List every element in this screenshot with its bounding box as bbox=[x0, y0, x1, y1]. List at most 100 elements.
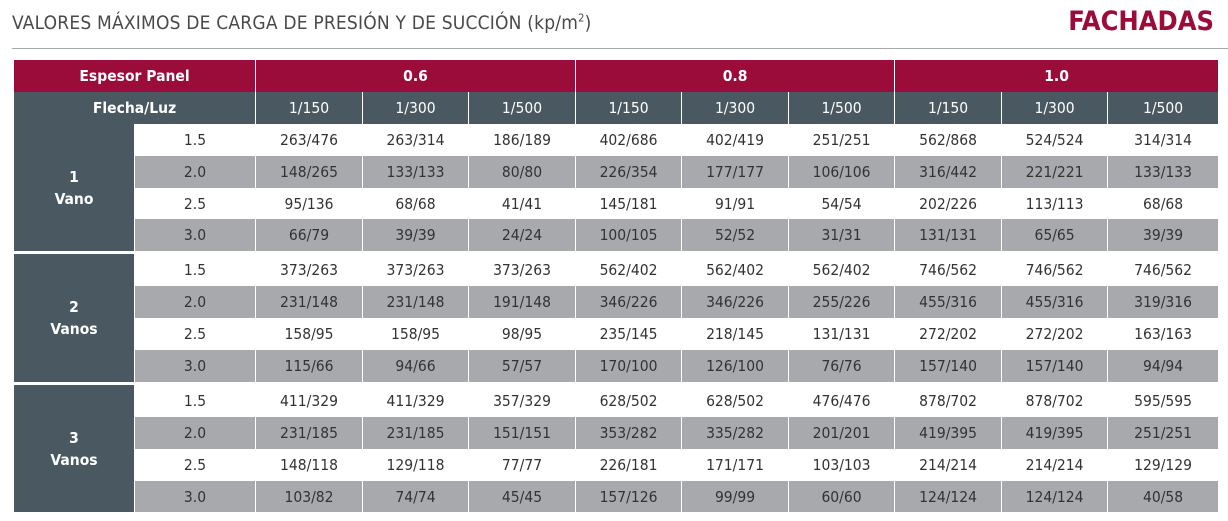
table-row: 2.0 231/185 231/185 151/151 353/282 335/282 20… bbox=[14, 416, 1220, 449]
span-label: Vanos bbox=[50, 450, 98, 469]
load-value-cell: 231/148 bbox=[255, 286, 364, 319]
load-value-cell: 157/140 bbox=[894, 350, 1003, 385]
luz-value: 1.5 bbox=[133, 252, 257, 287]
table-row: 2.0 231/148 231/148 191/148 346/226 346/226 25… bbox=[14, 286, 1220, 319]
load-value-cell: 66/79 bbox=[255, 219, 364, 255]
load-value-cell: 158/95 bbox=[255, 318, 364, 351]
load-value-cell: 255/226 bbox=[788, 286, 896, 319]
table-row: 2.5 95/136 68/68 41/41 145/181 91/91 54/54 202/… bbox=[14, 187, 1220, 220]
load-value-cell: 201/201 bbox=[788, 416, 896, 449]
load-value-cell: 52/52 bbox=[681, 219, 790, 255]
ratio-header: 1/300 bbox=[1001, 91, 1109, 124]
load-value-cell: 746/562 bbox=[894, 252, 1003, 287]
load-value-cell: 129/118 bbox=[362, 448, 470, 481]
luz-value: 2.5 bbox=[133, 187, 257, 220]
load-value-cell: 131/131 bbox=[788, 318, 896, 351]
load-value-cell: 251/251 bbox=[1107, 416, 1220, 449]
load-value-cell: 191/148 bbox=[468, 286, 577, 319]
load-value-cell: 214/214 bbox=[1001, 448, 1109, 481]
load-value-cell: 133/133 bbox=[1107, 155, 1220, 188]
load-value-cell: 68/68 bbox=[1107, 187, 1220, 220]
load-value-cell: 235/145 bbox=[575, 318, 683, 351]
ratio-header: 1/300 bbox=[681, 91, 790, 124]
load-value-cell: 133/133 bbox=[362, 155, 470, 188]
table-row: 2.5 158/95 158/95 98/95 235/145 218/145 131/13… bbox=[14, 318, 1220, 351]
flecha-label: Flecha/Luz bbox=[12, 91, 257, 124]
load-value-cell: 157/140 bbox=[1001, 350, 1109, 385]
span-group-label: 2 Vanos bbox=[13, 252, 135, 385]
load-value-cell: 148/265 bbox=[255, 155, 364, 188]
section-label: FACHADAS bbox=[1068, 6, 1214, 37]
load-value-cell: 562/402 bbox=[788, 252, 896, 287]
load-table: Espesor Panel 0.6 0.8 1.0 Flecha/Luz 1/1… bbox=[12, 60, 1220, 516]
table-row: 1 Vano 1.5 263/476 263/314 186/189 402/686 402/… bbox=[13, 123, 1220, 255]
title-close: ) bbox=[584, 12, 592, 34]
load-value-cell: 99/99 bbox=[681, 480, 790, 516]
luz-value: 3.0 bbox=[133, 480, 257, 516]
load-value-cell: 419/395 bbox=[1001, 416, 1109, 449]
load-value-cell: 74/74 bbox=[362, 480, 470, 516]
load-value-cell: 94/66 bbox=[362, 350, 470, 385]
table-row: 2 Vanos 1.5 373/263 373/263 373/263 562/402 562… bbox=[13, 252, 1220, 385]
load-value-cell: 124/124 bbox=[1001, 480, 1109, 516]
load-value-cell: 231/148 bbox=[362, 286, 470, 319]
load-value-cell: 31/31 bbox=[788, 219, 896, 255]
load-value-cell: 373/263 bbox=[255, 252, 364, 287]
load-value-cell: 157/126 bbox=[575, 480, 683, 516]
load-value-cell: 402/419 bbox=[681, 123, 790, 156]
load-value-cell: 39/39 bbox=[362, 219, 470, 255]
load-value-cell: 562/402 bbox=[681, 252, 790, 287]
table-row: 3.0 66/79 39/39 24/24 100/105 52/52 31/31 131/1… bbox=[14, 219, 1220, 255]
title-superscript: 2 bbox=[578, 11, 585, 25]
luz-value: 1.5 bbox=[133, 123, 257, 156]
load-value-cell: 263/476 bbox=[255, 123, 364, 156]
thickness-header-row: Espesor Panel 0.6 0.8 1.0 bbox=[12, 60, 1220, 92]
load-value-cell: 103/82 bbox=[255, 480, 364, 516]
load-value-cell: 411/329 bbox=[255, 383, 364, 417]
load-value-cell: 151/151 bbox=[468, 416, 577, 449]
load-value-cell: 272/202 bbox=[894, 318, 1003, 351]
load-value-cell: 54/54 bbox=[788, 187, 896, 220]
luz-value: 2.0 bbox=[133, 155, 257, 188]
table-row: 3.0 115/66 94/66 57/57 170/100 126/100 76/76 15… bbox=[14, 350, 1220, 385]
load-value-cell: 24/24 bbox=[468, 219, 577, 255]
span-label: Vano bbox=[54, 189, 94, 208]
load-value-cell: 115/66 bbox=[255, 350, 364, 385]
load-value-cell: 65/65 bbox=[1001, 219, 1109, 255]
load-value-cell: 186/189 bbox=[468, 123, 577, 156]
load-value-cell: 878/702 bbox=[894, 383, 1003, 417]
span-number: 3 bbox=[69, 428, 79, 447]
load-value-cell: 100/105 bbox=[575, 219, 683, 255]
page-header: VALORES MÁXIMOS DE CARGA DE PRESIÓN Y DE… bbox=[12, 0, 1228, 49]
load-value-cell: 251/251 bbox=[788, 123, 896, 156]
luz-value: 2.0 bbox=[133, 416, 257, 449]
load-value-cell: 39/39 bbox=[1107, 219, 1220, 255]
luz-value: 2.5 bbox=[133, 318, 257, 351]
espesor-label: Espesor Panel bbox=[12, 60, 257, 92]
load-value-cell: 77/77 bbox=[468, 448, 577, 481]
load-value-cell: 158/95 bbox=[362, 318, 470, 351]
load-value-cell: 746/562 bbox=[1107, 252, 1220, 287]
load-value-cell: 346/226 bbox=[681, 286, 790, 319]
page-title: VALORES MÁXIMOS DE CARGA DE PRESIÓN Y DE… bbox=[12, 12, 592, 34]
luz-value: 1.5 bbox=[133, 383, 257, 417]
span-group-label: 1 Vano bbox=[13, 123, 135, 255]
load-value-cell: 98/95 bbox=[468, 318, 577, 351]
load-value-cell: 455/316 bbox=[894, 286, 1003, 319]
load-value-cell: 226/181 bbox=[575, 448, 683, 481]
load-value-cell: 170/100 bbox=[575, 350, 683, 385]
load-value-cell: 202/226 bbox=[894, 187, 1003, 220]
load-value-cell: 163/163 bbox=[1107, 318, 1220, 351]
load-value-cell: 103/103 bbox=[788, 448, 896, 481]
load-value-cell: 353/282 bbox=[575, 416, 683, 449]
luz-value: 3.0 bbox=[133, 219, 257, 255]
title-text: VALORES MÁXIMOS DE CARGA DE PRESIÓN Y DE… bbox=[12, 12, 579, 34]
span-label: Vanos bbox=[50, 320, 98, 339]
load-value-cell: 126/100 bbox=[681, 350, 790, 385]
load-value-cell: 373/263 bbox=[362, 252, 470, 287]
load-value-cell: 357/329 bbox=[468, 383, 577, 417]
load-value-cell: 335/282 bbox=[681, 416, 790, 449]
load-value-cell: 628/502 bbox=[575, 383, 683, 417]
load-value-cell: 91/91 bbox=[681, 187, 790, 220]
load-value-cell: 76/76 bbox=[788, 350, 896, 385]
